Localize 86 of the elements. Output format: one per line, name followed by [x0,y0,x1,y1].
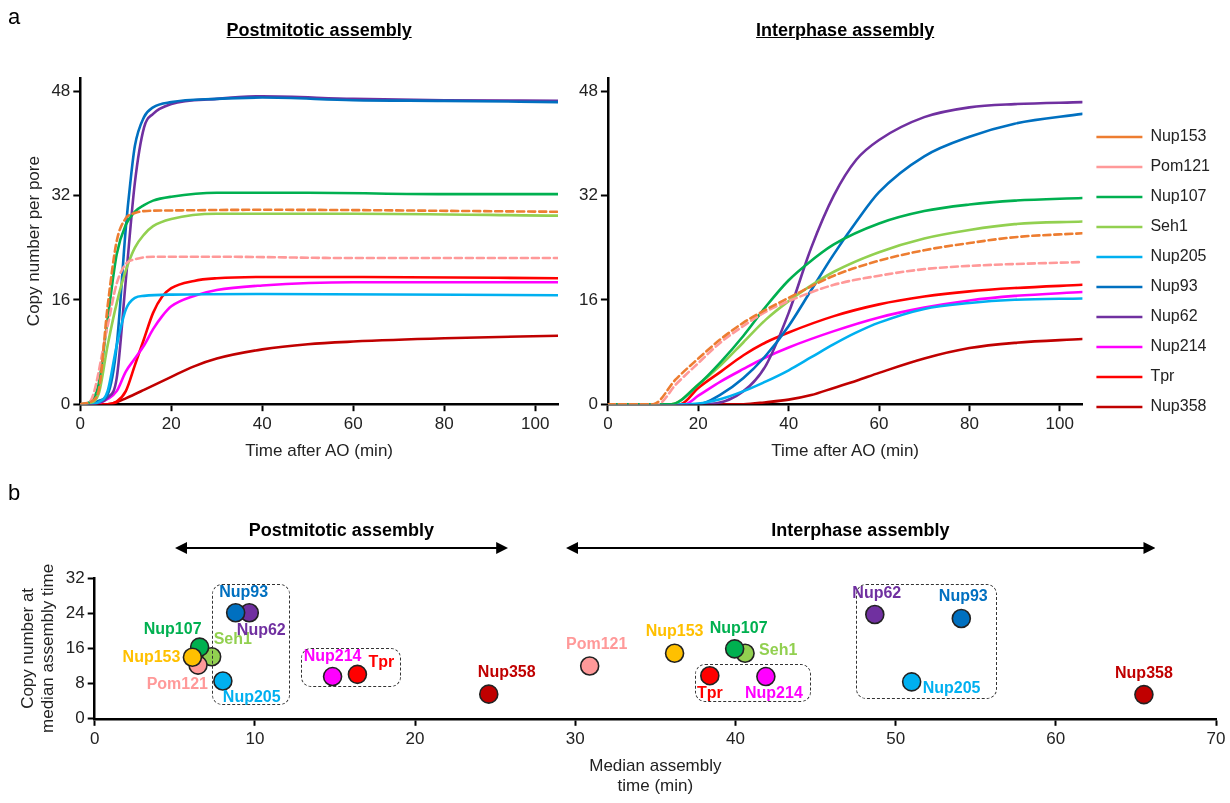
text: Pom121 [565,635,628,653]
legend-label: Nup214 [1150,337,1207,355]
y-tick-label: 16 [578,289,598,309]
point [951,608,972,629]
x-tick-label: 0 [89,728,100,748]
text: Nup107 [709,619,768,637]
series-label: Nup214 [744,683,803,701]
y-tick-label: 16 [65,638,85,658]
legend-label: Seh1 [1150,217,1188,235]
y-tick-label: 0 [60,393,71,413]
point [182,647,203,667]
x-tick-label: 0 [603,414,613,434]
point [347,664,368,685]
chart-title: Postmitotic assembly [226,20,412,41]
legend-label: Tpr [1150,367,1176,385]
x-tick-label: 10 [245,728,265,748]
x-tick-label: 50 [886,728,906,748]
text: Seh1 [759,640,798,658]
point [478,684,499,704]
y-tick-label: 48 [578,80,598,100]
x-tick-label: 80 [434,414,454,434]
point [865,604,885,625]
text: Nup93 [938,586,988,604]
text: Interphase assembly [771,520,950,541]
text: Nup62 [852,583,902,601]
legend-label: Nup62 [1150,307,1198,325]
y-tick-label: 8 [75,673,85,693]
x-tick-label: 20 [688,414,708,434]
text: Nup205 [922,679,981,697]
series-label: Nup153 [122,647,181,665]
legend-label: Nup93 [1150,277,1198,295]
series-label: Pom121 [146,674,209,692]
y-tick-label: 16 [51,289,71,309]
x-tick-label: 100 [1045,414,1074,434]
legend-label: Nup107 [1150,187,1207,205]
series-label: Nup205 [222,688,281,706]
x-tick-label: 60 [1046,728,1066,748]
legend-label: Pom121 [1150,157,1211,175]
point [700,665,720,686]
x-tick-label: 20 [405,728,425,748]
text: Postmitotic assembly [248,520,434,541]
point [756,666,776,687]
x-tick-label: 30 [565,728,585,748]
x-tick-label: 100 [521,414,550,434]
x-tick-label: 60 [869,414,889,434]
point [1134,684,1154,705]
legend-label: Nup205 [1150,247,1207,265]
point [579,656,600,676]
x-tick-label: 20 [161,414,181,434]
legend-label: Nup153 [1150,127,1207,145]
text: Nup214 [303,646,362,664]
x-tick-label: 70 [1206,728,1226,748]
y-axis-title: Copy number per pore [23,156,43,327]
x-tick-label: 80 [959,414,979,434]
x-tick-label: 40 [725,728,745,748]
y-tick-label: 24 [65,602,85,622]
x-tick-label: 40 [252,414,272,434]
series-label: Tpr [368,652,395,670]
y-axis-title: Copy number at median assembly time [17,563,58,733]
chart-title: Interphase assembly [756,20,935,41]
x-tick-label: 60 [343,414,363,434]
point [901,672,922,692]
series-label: Nup93 [219,583,269,601]
y-tick-label: 32 [65,567,85,587]
point [213,671,233,691]
x-axis-title: Time after AO (min) [245,441,393,461]
y-tick-label: 0 [588,393,598,413]
text: Tpr [696,684,723,702]
point [664,643,685,664]
x-axis-title: Time after AO (min) [771,441,919,461]
y-tick-label: 32 [51,185,71,205]
legend-label: Nup358 [1150,397,1207,415]
x-axis-title: Median assembly time (min) [589,756,722,796]
point [724,639,745,659]
series-label: Nup107 [143,620,202,638]
series-label: Nup358 [477,662,536,680]
x-tick-label: 40 [779,414,799,434]
point [225,602,246,623]
point [322,666,343,687]
text: Nup153 [645,621,704,639]
y-tick-label: 32 [578,185,598,205]
text: b [8,480,21,506]
y-tick-label: 48 [51,80,71,100]
y-tick-label: 0 [75,708,85,728]
text: a [8,4,21,30]
text: Nup358 [1115,664,1173,682]
